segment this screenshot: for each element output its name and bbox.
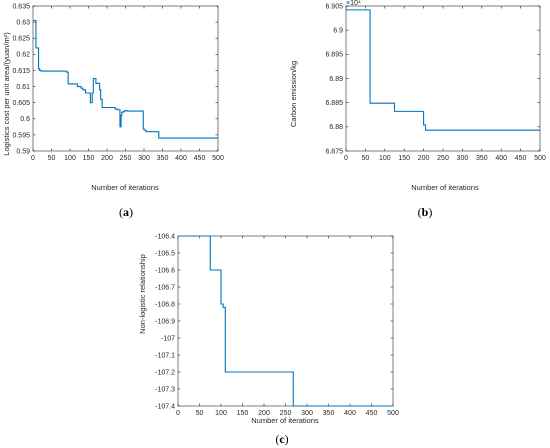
chart-a: 0 50 100 150 200 250 300 350 400 450 500 0.59 0.595 0…: [2, 3, 224, 219]
x-tick-label-a: 150: [83, 155, 95, 162]
x-tick-label-b: 500: [534, 155, 546, 162]
y-tick-label-b: 6.9: [333, 28, 343, 35]
x-tick-label-b: 450: [515, 155, 527, 162]
x-tick-label-c: 150: [237, 410, 249, 417]
x-tick-label-c: 500: [387, 410, 399, 417]
y-tick-label-b: 6.905: [325, 3, 343, 10]
x-tick-label-c: 250: [280, 410, 292, 417]
x-tick-label-b: 250: [437, 155, 449, 162]
y-tick-label-b: 6.88: [329, 124, 343, 131]
x-tick-label-c: 350: [323, 410, 335, 417]
x-tick-label-c: 450: [366, 410, 378, 417]
x-tick-label-b: 300: [457, 155, 469, 162]
y-tick-label-c: -106.9: [155, 318, 175, 325]
x-tick-label-c: 400: [344, 410, 356, 417]
y-tick-label-a: 0.6: [20, 116, 30, 123]
y-axis-label-a: Logistics cost per unit area/(yuan/m²): [2, 32, 11, 156]
panel-label-c: (c): [275, 432, 288, 446]
y-tick-label-b: 6.885: [325, 100, 343, 107]
x-tick-label-c: 300: [301, 410, 313, 417]
x-tick-label-c: 50: [196, 410, 204, 417]
x-tick-label-b: 0: [344, 155, 348, 162]
panel-label-a: (a): [119, 205, 133, 219]
y-tick-label-a: 0.59: [16, 148, 30, 155]
y-tick-label-a: 0.635: [12, 3, 30, 10]
y-tick-label-c: -107.3: [155, 386, 175, 393]
y-tick-label-c: -106.6: [155, 267, 175, 274]
x-axis-label-c: Number of iterations: [251, 416, 319, 425]
x-tick-label-b: 150: [398, 155, 410, 162]
x-axis-label-a: Number of iterations: [91, 183, 159, 192]
plot-area-b: [345, 5, 541, 152]
x-tick-label-b: 200: [418, 155, 430, 162]
y-tick-label-b: 6.89: [329, 76, 343, 83]
exponent-label-b: ×10⁴: [346, 0, 361, 7]
y-tick-label-c: -106.5: [155, 250, 175, 257]
y-tick-label-a: 0.595: [12, 132, 30, 139]
x-tick-label-c: 0: [176, 410, 180, 417]
y-tick-label-a: 0.63: [16, 20, 30, 27]
y-tick-label-c: -107.4: [155, 403, 175, 410]
x-tick-label-b: 50: [362, 155, 370, 162]
x-tick-label-b: 350: [476, 155, 488, 162]
y-tick-label-b: 6.895: [325, 52, 343, 59]
x-tick-label-b: 400: [495, 155, 507, 162]
chart-c: 0 50 100 150 200 250 300 350 400 450 500 -107.4 -107…: [138, 233, 399, 446]
x-tick-label-b: 100: [379, 155, 391, 162]
x-tick-label-a: 350: [157, 155, 169, 162]
x-tick-label-c: 200: [258, 410, 270, 417]
x-tick-label-a: 100: [64, 155, 76, 162]
y-tick-label-b: 6.875: [325, 148, 343, 155]
x-tick-label-a: 50: [48, 155, 56, 162]
y-tick-label-a: 0.625: [12, 36, 30, 43]
series-line-c: [178, 235, 393, 407]
panel-label-b: (b): [418, 205, 433, 219]
x-tick-label-a: 250: [120, 155, 132, 162]
x-tick-label-a: 300: [138, 155, 150, 162]
y-tick-label-c: -107.2: [155, 369, 175, 376]
x-tick-label-a: 0: [31, 155, 35, 162]
x-tick-label-a: 500: [212, 155, 224, 162]
y-tick-label-c: -107.1: [155, 352, 175, 359]
y-tick-label-a: 0.605: [12, 100, 30, 107]
y-axis-label-b: Carbon emission/kg: [289, 61, 298, 127]
x-tick-label-a: 200: [101, 155, 113, 162]
y-tick-label-c: -107: [161, 335, 175, 342]
plot-area-a: [32, 5, 219, 152]
y-tick-label-c: -106.8: [155, 301, 175, 308]
x-tick-label-a: 400: [175, 155, 187, 162]
y-axis-label-c: Non-logistic relationship: [138, 254, 147, 334]
y-tick-label-a: 0.62: [16, 52, 30, 59]
y-tick-label-c: -106.4: [155, 233, 175, 240]
x-tick-label-c: 100: [215, 410, 227, 417]
y-tick-label-a: 0.61: [16, 84, 30, 91]
y-tick-label-a: 0.615: [12, 68, 30, 75]
series-line-b: [346, 9, 540, 131]
y-tick-label-c: -106.7: [155, 284, 175, 291]
x-axis-label-b: Number of iterations: [411, 183, 479, 192]
chart-b: 0 50 100 150 200 250 300 350 400 450 500 6.875 6.88 6…: [289, 0, 546, 219]
series-line-a: [33, 19, 218, 139]
x-tick-label-a: 450: [194, 155, 206, 162]
